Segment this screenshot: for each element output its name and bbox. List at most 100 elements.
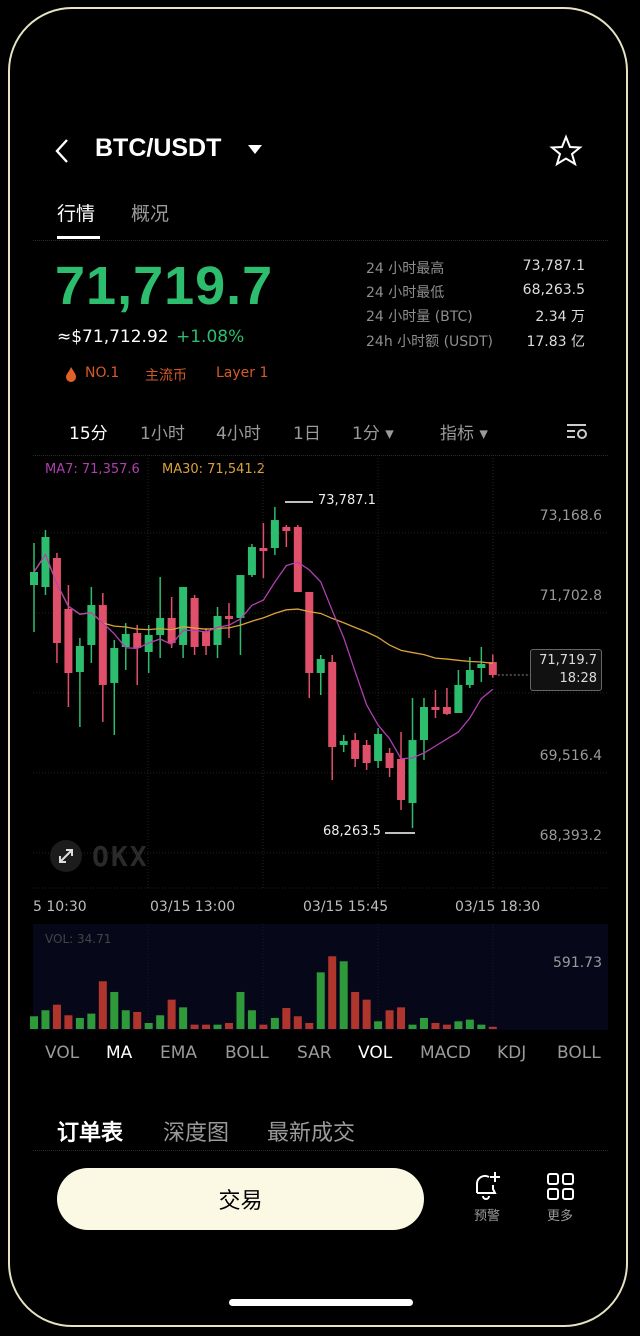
interval-1h[interactable]: 1小时 (140, 424, 185, 444)
candle-body (179, 587, 188, 645)
volume-bar (465, 1019, 474, 1029)
stat-value: 2.34 万 (535, 309, 585, 325)
interval-1d[interactable]: 1日 (293, 424, 321, 444)
volume-bar (133, 1011, 142, 1029)
candle-body (75, 646, 84, 673)
tab-order-book[interactable]: 订单表 (57, 1121, 124, 1146)
indicator-dropdown[interactable]: 指标 ▾ (440, 424, 488, 444)
layer-tag[interactable]: Layer 1 (216, 365, 269, 381)
candle-body (87, 605, 96, 645)
volume-bar (30, 1016, 38, 1029)
indicator-vol[interactable]: VOL (45, 1043, 80, 1063)
tab-latest-trades[interactable]: 最新成交 (267, 1121, 356, 1146)
usd-price: ≈$71,712.92 (57, 327, 169, 347)
low-marker-label: 68,263.5 (323, 824, 381, 839)
candle-body (190, 597, 199, 648)
alert-button[interactable]: 预警 (467, 1170, 507, 1224)
candle-body (339, 741, 348, 745)
indicator-kdj[interactable]: KDJ (497, 1043, 527, 1063)
rank-tag[interactable]: NO.1 (85, 365, 120, 381)
indicator-ma[interactable]: MA (106, 1043, 133, 1063)
candle-body (362, 744, 371, 763)
indicator-sub-vol[interactable]: VOL (358, 1043, 393, 1063)
pair-title[interactable]: BTC/USDT (95, 134, 222, 162)
interval-more-dropdown[interactable]: 1分 ▾ (352, 424, 394, 444)
bell-plus-icon (475, 1172, 500, 1200)
caret-down-icon[interactable] (247, 144, 263, 156)
volume-bar (224, 1022, 233, 1029)
volume-bar (385, 1010, 394, 1029)
volume-bar (167, 999, 176, 1029)
candle-body (442, 707, 451, 714)
trade-button[interactable]: 交易 (57, 1168, 424, 1230)
last-price: 71,719.7 (55, 256, 274, 316)
volume-bar (328, 956, 337, 1029)
volume-bar (454, 1021, 463, 1029)
volume-bar (247, 1010, 256, 1029)
tab-depth-chart[interactable]: 深度图 (163, 1121, 230, 1146)
candle-body (98, 605, 107, 685)
volume-bar (362, 999, 371, 1029)
chart-settings-icon[interactable] (566, 422, 590, 440)
indicator-ema[interactable]: EMA (160, 1043, 198, 1063)
volume-bar (179, 1007, 188, 1029)
candle-body (213, 616, 222, 645)
grid-icon (547, 1173, 574, 1200)
indicator-sub-boll[interactable]: BOLL (557, 1043, 601, 1063)
indicator-boll[interactable]: BOLL (225, 1043, 269, 1063)
stat-value: 68,263.5 (522, 282, 585, 298)
volume-bar (339, 961, 348, 1029)
divider (33, 1150, 608, 1151)
x-tick-label: 03/15 18:30 (455, 899, 541, 915)
candlestick-chart[interactable] (0, 0, 640, 1040)
candle-body (397, 758, 406, 800)
volume-bar (87, 1013, 96, 1029)
volume-bar (156, 1015, 165, 1029)
candle-body (30, 572, 38, 586)
x-tick-label: 5 10:30 (33, 899, 87, 915)
volume-bar (75, 1017, 84, 1029)
tab-overview[interactable]: 概况 (131, 203, 170, 225)
candle-body (408, 740, 417, 803)
volume-bar (293, 1016, 302, 1029)
expand-icon (59, 849, 73, 863)
tab-market[interactable]: 行情 (57, 203, 96, 225)
volume-bar (316, 972, 325, 1029)
volume-bar (98, 981, 107, 1029)
candle-body (167, 617, 176, 643)
back-icon[interactable] (52, 137, 72, 165)
alert-label: 预警 (473, 1209, 500, 1224)
star-icon[interactable] (549, 134, 583, 168)
home-indicator (229, 1299, 413, 1306)
y-tick-label: 68,393.2 (539, 828, 602, 844)
volume-bar (121, 1010, 130, 1029)
stat-label: 24 小时量 (BTC) (366, 309, 473, 325)
volume-bar (41, 1010, 50, 1029)
candle-body (64, 608, 73, 673)
indicator-sar[interactable]: SAR (297, 1043, 332, 1063)
candle-body (419, 707, 428, 741)
current-price-tag: 71,719.7 18:28 (530, 649, 602, 691)
more-button[interactable]: 更多 (540, 1170, 580, 1224)
volume-bar (488, 1026, 497, 1029)
y-tick-label: 71,702.8 (539, 588, 602, 604)
candle-body (110, 647, 119, 683)
category-tag[interactable]: 主流币 (145, 368, 187, 384)
volume-bar (236, 991, 245, 1029)
indicator-macd[interactable]: MACD (420, 1043, 471, 1063)
divider (33, 240, 608, 241)
fullscreen-button[interactable] (50, 840, 82, 872)
stat-label: 24h 小时额 (USDT) (366, 334, 493, 350)
candle-body (133, 632, 142, 648)
volume-bar (397, 1007, 406, 1029)
candle-countdown: 18:28 (559, 671, 597, 686)
volume-legend: VOL: 34.71 (45, 932, 112, 946)
volume-bar (442, 1024, 451, 1029)
candle-body (41, 537, 50, 588)
volume-bar (190, 1024, 199, 1029)
price-change: +1.08% (176, 327, 245, 347)
candle-body (328, 662, 337, 748)
volume-bar (144, 1022, 153, 1029)
interval-4h[interactable]: 4小时 (216, 424, 261, 444)
interval-15m[interactable]: 15分 (69, 424, 108, 444)
